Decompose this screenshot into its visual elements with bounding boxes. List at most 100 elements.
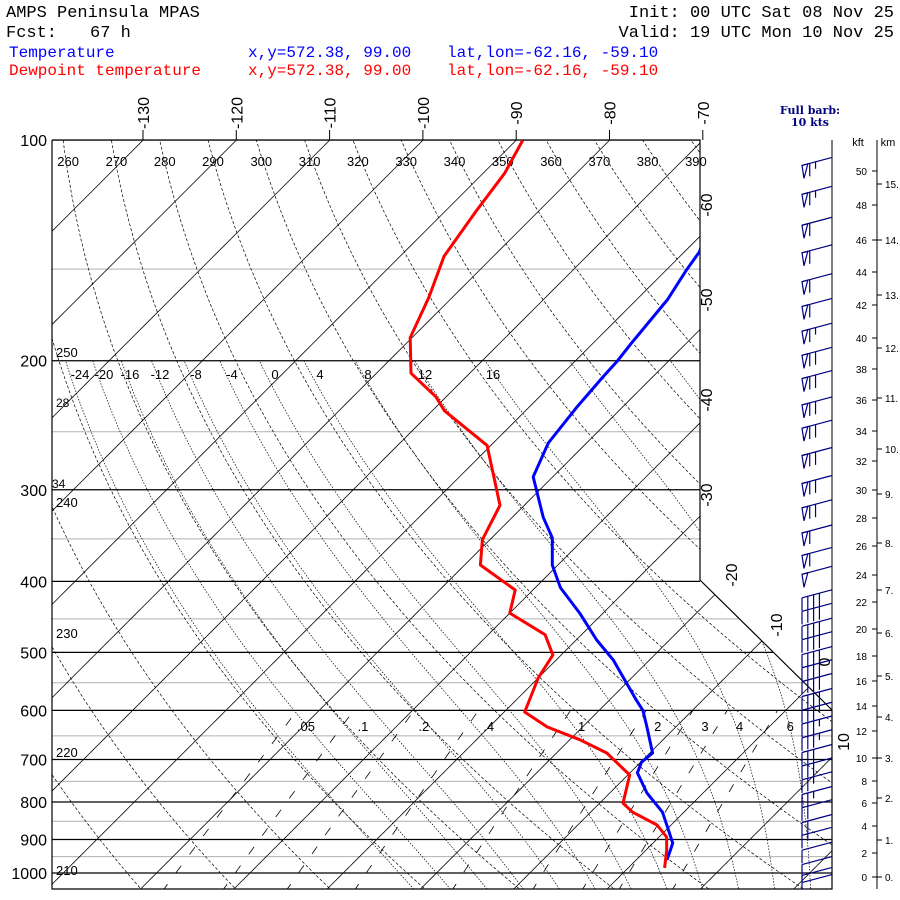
barb-staff: [801, 687, 833, 698]
isotherm: [52, 140, 533, 889]
isotherm-top-label: -80: [603, 101, 620, 124]
kft-label: 50: [856, 167, 868, 178]
legend-dewpoint-xy: x,y=572.38, 99.00: [248, 62, 412, 80]
dry-adiabat: [441, 140, 832, 889]
barb-staff: [801, 813, 833, 824]
diagram-grid: [52, 140, 832, 889]
barb-pennant: [801, 402, 809, 419]
barb-pennant: [801, 530, 809, 547]
moist-adiabat-label: -20: [95, 367, 114, 382]
dry-adiabat-label: 360: [540, 154, 562, 169]
isotherm: [511, 140, 832, 889]
dry-adiabat-label: 310: [299, 154, 321, 169]
moist-adiabat-left-label: 28: [56, 396, 70, 410]
wind-barbs: [801, 156, 833, 890]
barb-staff: [801, 799, 833, 809]
dry-adiabat-label: 370: [589, 154, 611, 169]
barb-pennant: [801, 571, 809, 588]
dry-adiabat-label: 340: [444, 154, 466, 169]
isotherm: [52, 140, 627, 889]
barb-staff: [801, 617, 833, 627]
wind-barb: [801, 757, 833, 779]
km-label: 4.: [885, 713, 893, 724]
wind-barb: [801, 602, 833, 625]
mixing-ratio-label: .05: [297, 719, 315, 734]
barb-staff: [801, 866, 833, 876]
barb-pennant: [801, 191, 809, 208]
dry-adiabat-label: 330: [395, 154, 417, 169]
isotherm: [231, 140, 832, 889]
barb-pennant: [801, 222, 809, 239]
dry-adiabat-left-label: 230: [56, 626, 78, 641]
wind-barb: [801, 672, 833, 695]
barb-staff: [801, 757, 833, 767]
sounding-curves: [408, 140, 744, 869]
isotherm: [52, 140, 720, 889]
dry-adiabat-label: 270: [106, 154, 128, 169]
barb-pennant: [801, 505, 809, 521]
isotherm: [137, 140, 832, 889]
isotherm: [52, 140, 440, 889]
isotherm: [52, 140, 253, 889]
barb-staff: [801, 715, 833, 725]
isotherm-side-label: -50: [699, 288, 716, 311]
wind-barb: [801, 785, 833, 808]
barb-legend-line2: 10 kts: [791, 116, 829, 129]
mixing-ratio-label: 6: [787, 719, 794, 734]
barb-staff: [801, 701, 833, 711]
wind-barb: [801, 729, 833, 751]
dry-adiabat: [346, 140, 832, 889]
kft-label: 48: [856, 201, 868, 212]
kft-label: 30: [856, 486, 868, 497]
dry-adiabat: [203, 140, 808, 889]
diagram-frame: [51, 130, 833, 890]
kft-axis-title: kft: [852, 137, 864, 149]
barb-pennant: [801, 250, 809, 266]
dry-adiabat-label: 280: [154, 154, 176, 169]
wind-barb: [801, 322, 833, 345]
wind-barb: [801, 396, 833, 419]
isotherm-side-label: -20: [724, 563, 741, 586]
isotherm-top-label: -110: [323, 97, 340, 128]
kft-label: 4: [861, 822, 867, 833]
pressure-label: 600: [20, 703, 47, 720]
pressure-label: 300: [20, 483, 47, 500]
pressure-label: 900: [20, 832, 47, 849]
temperature-line: [531, 140, 744, 861]
moist-adiabat: [219, 360, 598, 889]
barb-staff: [801, 672, 833, 683]
barb-staff: [801, 826, 833, 836]
dry-adiabat-left-label: 240: [56, 495, 78, 510]
kft-label: 28: [856, 514, 868, 525]
barb-pennant: [801, 481, 809, 497]
moist-adiabat: [414, 360, 740, 889]
wind-barb: [801, 687, 833, 710]
barb-legend-line1: Full barb:: [780, 104, 840, 117]
km-label: 12.: [885, 344, 899, 355]
valid-time: Valid: 19 UTC Mon 10 Nov 25: [618, 24, 894, 43]
isotherm-top-label: -130: [136, 97, 153, 129]
barb-staff: [801, 631, 833, 641]
kft-label: 20: [856, 625, 868, 636]
isotherm-top-label: -90: [509, 101, 526, 124]
kft-label: 2: [861, 849, 867, 860]
kft-label: 12: [856, 727, 868, 738]
kft-label: 34: [856, 427, 868, 438]
km-label: 11.: [885, 394, 898, 405]
wind-barb: [801, 546, 833, 569]
barb-pennant: [801, 453, 809, 469]
moist-adiabat: [354, 360, 704, 889]
moist-adiabat-label: 0: [271, 367, 278, 382]
legend-temperature-xy: x,y=572.38, 99.00: [248, 44, 412, 62]
barb-staff: [801, 771, 833, 781]
barb-staff: [801, 589, 833, 599]
dry-adiabat-label: 290: [202, 154, 224, 169]
km-axis-title: km: [881, 137, 896, 149]
kft-label: 0: [861, 873, 867, 884]
isotherm-side-label: -10: [769, 613, 786, 636]
wind-barb: [801, 813, 833, 836]
moist-adiabat: [258, 360, 633, 889]
wind-barb: [801, 216, 833, 239]
mixing-ratio-label: 4: [736, 719, 743, 734]
